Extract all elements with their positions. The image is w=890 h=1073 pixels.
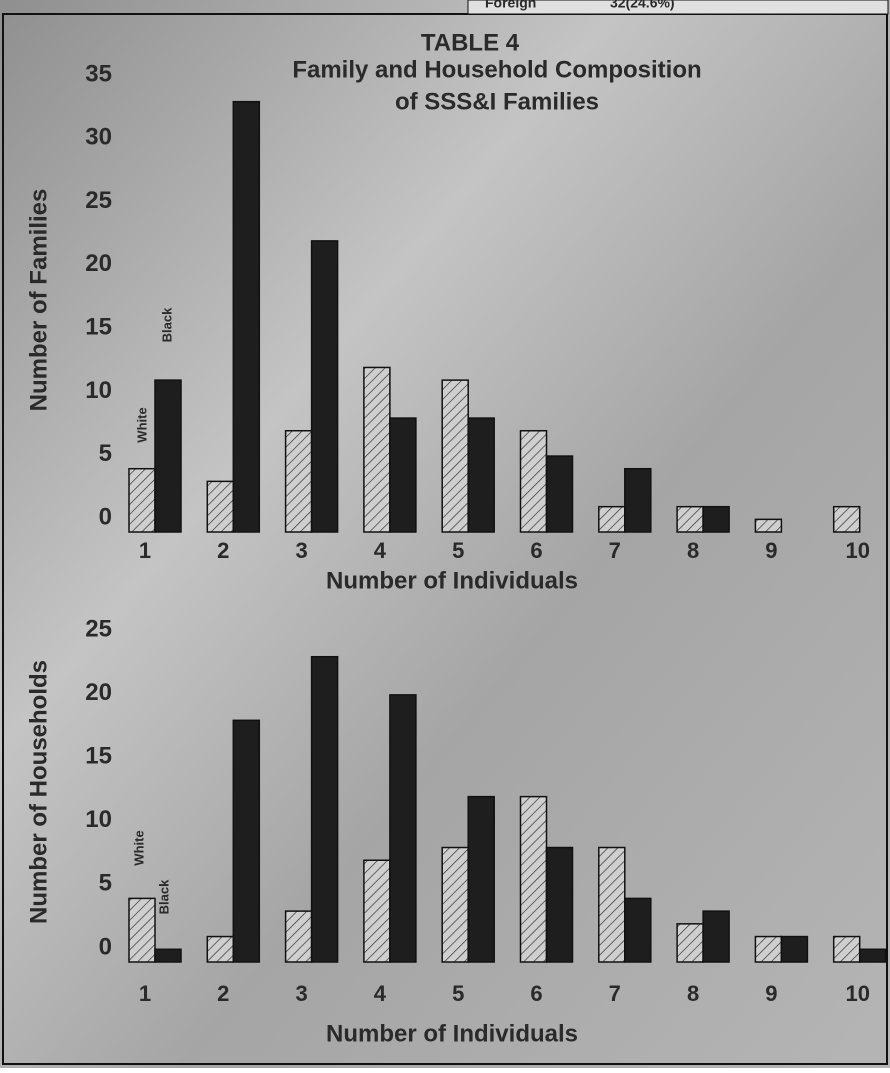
x-tick-label: 9 (765, 981, 777, 1006)
bar (128, 897, 156, 963)
y-axis-label: Number of Families (25, 189, 52, 412)
y-tick-label: 25 (85, 615, 112, 642)
bar (310, 240, 339, 533)
header-value: 32(24.6%) (610, 0, 675, 11)
y-tick-label: 0 (99, 503, 112, 530)
y-tick-label: 30 (85, 124, 112, 151)
bar (467, 795, 495, 963)
bar (232, 719, 261, 963)
bar (441, 379, 469, 533)
bar (284, 429, 313, 533)
y-tick-label: 15 (85, 313, 112, 340)
x-tick-label: 2 (217, 538, 229, 563)
bar (754, 518, 783, 533)
x-tick-label: 8 (687, 981, 699, 1006)
bar (702, 910, 730, 963)
bar (206, 935, 235, 963)
bar (232, 100, 261, 533)
y-tick-label: 35 (85, 60, 112, 87)
bar (389, 417, 417, 533)
chart-title: TABLE 4 (421, 29, 520, 56)
y-tick-label: 10 (85, 806, 112, 833)
x-tick-label: 8 (687, 538, 699, 563)
bar (389, 694, 417, 963)
header-label: Foreign (485, 0, 536, 11)
legend-label: Black (156, 879, 171, 914)
bar (363, 859, 391, 963)
bar (284, 910, 313, 963)
bar (676, 505, 704, 533)
y-tick-label: 20 (85, 679, 112, 706)
bar (441, 846, 469, 963)
x-tick-label: 9 (765, 538, 777, 563)
bar (676, 923, 704, 963)
y-tick-label: 5 (99, 440, 112, 467)
x-tick-label: 6 (530, 981, 542, 1006)
bar (519, 429, 548, 533)
bar (754, 935, 783, 963)
x-tick-label: 1 (139, 538, 151, 563)
bar (363, 366, 391, 533)
x-tick-label: 4 (374, 538, 387, 563)
bar (858, 948, 887, 963)
y-tick-label: 0 (99, 933, 112, 960)
bar (832, 505, 861, 533)
bar (519, 795, 548, 963)
bar (780, 935, 809, 963)
bar (598, 505, 626, 533)
y-tick-label: 10 (85, 377, 112, 404)
x-tick-label: 3 (295, 538, 307, 563)
bar (154, 948, 182, 963)
legend-label: Black (159, 307, 174, 342)
legend-label: White (131, 830, 146, 865)
x-tick-label: 10 (845, 981, 869, 1006)
x-tick-label: 5 (452, 538, 464, 563)
legend-label: White (134, 407, 149, 442)
x-tick-label: 7 (609, 981, 621, 1006)
bar (154, 379, 182, 533)
bar (467, 417, 495, 533)
bar (545, 455, 574, 533)
frame (2, 13, 888, 1065)
x-axis-label: Number of Individuals (326, 1020, 578, 1047)
x-tick-label: 1 (139, 981, 151, 1006)
chart-subtitle: Family and Household Composition (292, 56, 701, 83)
y-tick-label: 25 (85, 187, 112, 214)
bar (702, 505, 730, 533)
x-tick-label: 4 (374, 981, 387, 1006)
bar (832, 935, 861, 963)
bar (624, 467, 652, 533)
y-axis-label: Number of Households (25, 660, 52, 924)
bar (598, 846, 626, 963)
y-tick-label: 15 (85, 743, 112, 770)
y-tick-label: 20 (85, 250, 112, 277)
header-box (467, 0, 889, 15)
x-tick-label: 6 (530, 538, 542, 563)
x-tick-label: 5 (452, 981, 464, 1006)
bar (545, 846, 574, 963)
bar (624, 897, 652, 963)
bar (206, 480, 235, 533)
x-tick-label: 3 (295, 981, 307, 1006)
x-tick-label: 7 (609, 538, 621, 563)
x-tick-label: 2 (217, 981, 229, 1006)
bar (310, 655, 339, 963)
bar (128, 467, 156, 533)
x-tick-label: 10 (845, 538, 869, 563)
x-axis-label: Number of Individuals (326, 567, 578, 594)
chart-subtitle: of SSS&I Families (395, 88, 599, 115)
y-tick-label: 5 (99, 870, 112, 897)
